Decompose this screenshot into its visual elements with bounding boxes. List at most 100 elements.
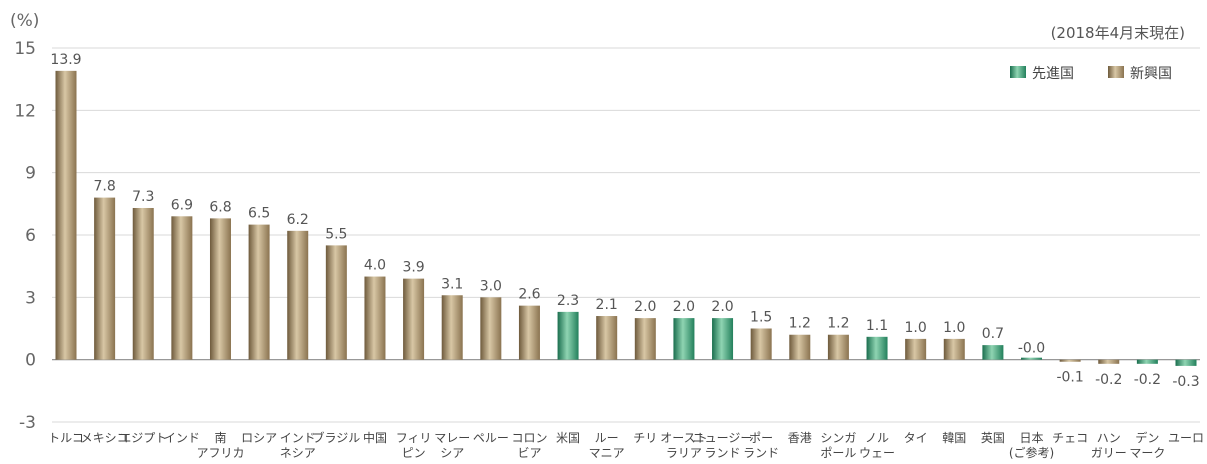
bar (1059, 359, 1081, 362)
bar (1136, 359, 1158, 364)
category-label: マーク (1129, 446, 1165, 460)
category-label: トルコ (48, 431, 84, 445)
category-label: 米国 (556, 431, 580, 445)
y-axis: 15 12 9 6 3 0 -3 (14, 39, 36, 433)
bar (364, 276, 386, 360)
category-label: シア (440, 446, 464, 460)
value-labels: 13.9 7.8 7.3 6.9 6.8 6.5 6.2 5.5 4.0 3.9 3.1 3.0 2.6… (50, 52, 1199, 390)
bar (905, 338, 927, 360)
category-label: (ご参考) (1009, 445, 1054, 460)
value-label: 0.7 (982, 326, 1004, 342)
bar (441, 295, 463, 360)
y-tick-label: -3 (19, 413, 36, 433)
category-label: ピン (402, 446, 426, 460)
category-label: ランド (705, 446, 741, 460)
bar (634, 318, 656, 360)
category-label: チェコ (1052, 431, 1088, 445)
value-label: -0.3 (1172, 374, 1199, 390)
category-label: タイ (904, 431, 928, 445)
bar (712, 318, 734, 360)
category-label: ウェー (859, 446, 895, 460)
value-label: 3.0 (480, 278, 502, 294)
y-tick-label: 9 (25, 164, 36, 184)
y-tick-label: 6 (25, 226, 36, 246)
bars (55, 70, 1197, 366)
date-note: (2018年4月末現在) (1051, 24, 1185, 42)
legend: 先進国 新興国 (1010, 66, 1172, 82)
value-label: 4.0 (364, 258, 386, 274)
bar (1175, 359, 1197, 366)
category-label: ガリー (1091, 446, 1127, 460)
value-label: 2.3 (557, 293, 579, 309)
category-label: ハン (1097, 431, 1121, 445)
category-label: デン (1135, 430, 1159, 445)
value-label: 6.9 (171, 197, 193, 213)
category-label: 日本 (1020, 431, 1044, 445)
category-label: オースト (660, 431, 707, 445)
bar (866, 336, 888, 360)
bar (827, 334, 849, 360)
bar (132, 207, 154, 360)
y-tick-label: 12 (14, 101, 36, 121)
category-label: ポー (749, 431, 773, 445)
y-tick-label: 15 (14, 39, 36, 59)
bar (55, 70, 77, 360)
bar (403, 278, 425, 360)
category-label: インド (280, 431, 316, 445)
category-label: ラリア (666, 446, 702, 460)
y-unit-label: (%) (10, 11, 39, 31)
grid (52, 47, 1200, 423)
value-label: 2.0 (673, 299, 695, 315)
category-label: ビア (517, 446, 541, 460)
bar (750, 328, 772, 360)
category-label: マレー (434, 431, 470, 445)
bar (325, 245, 347, 360)
value-label: 1.0 (943, 320, 965, 336)
category-label: フィリ (396, 431, 432, 445)
bar (287, 230, 309, 360)
value-label: 7.8 (93, 179, 115, 195)
value-label: -0.2 (1095, 372, 1122, 388)
bar (1021, 357, 1043, 360)
category-label: ネシア (280, 446, 316, 460)
category-label: チリ (633, 431, 657, 445)
category-label: 英国 (981, 431, 1005, 445)
category-label: インド (164, 431, 200, 445)
value-label: 2.0 (634, 299, 656, 315)
value-label: 2.6 (518, 287, 540, 303)
category-label: ポール (820, 446, 856, 460)
bar (518, 305, 540, 360)
category-label: ロシア (241, 431, 277, 445)
category-label: マニア (589, 446, 625, 460)
legend-swatch (1010, 66, 1026, 78)
value-label: -0.0 (1018, 341, 1045, 357)
category-label: アフリカ (196, 446, 244, 460)
legend-label: 先進国 (1032, 66, 1074, 82)
category-label: ペルー (473, 431, 509, 445)
category-label: 韓国 (942, 431, 966, 445)
bar (248, 224, 270, 360)
bar (789, 334, 811, 360)
category-label: 中国 (363, 430, 387, 445)
category-label: ブラジル (312, 430, 360, 445)
bar (943, 338, 965, 360)
category-label: ノル (865, 431, 889, 445)
value-label: 2.0 (711, 299, 733, 315)
value-label: 13.9 (50, 52, 81, 68)
value-label: 1.2 (827, 316, 849, 332)
y-tick-label: 0 (25, 351, 36, 371)
value-label: 1.2 (789, 316, 811, 332)
category-label: シンガ (820, 431, 856, 445)
category-label: メキシコ (81, 431, 129, 445)
category-label: 香港 (788, 431, 812, 445)
value-label: 6.5 (248, 206, 270, 222)
bar (94, 197, 116, 360)
category-label: ユーロ (1168, 431, 1204, 445)
value-label: -0.1 (1056, 370, 1083, 386)
value-label: 2.1 (596, 297, 618, 313)
value-label: 6.2 (287, 212, 309, 228)
category-label: コロン (511, 431, 547, 445)
